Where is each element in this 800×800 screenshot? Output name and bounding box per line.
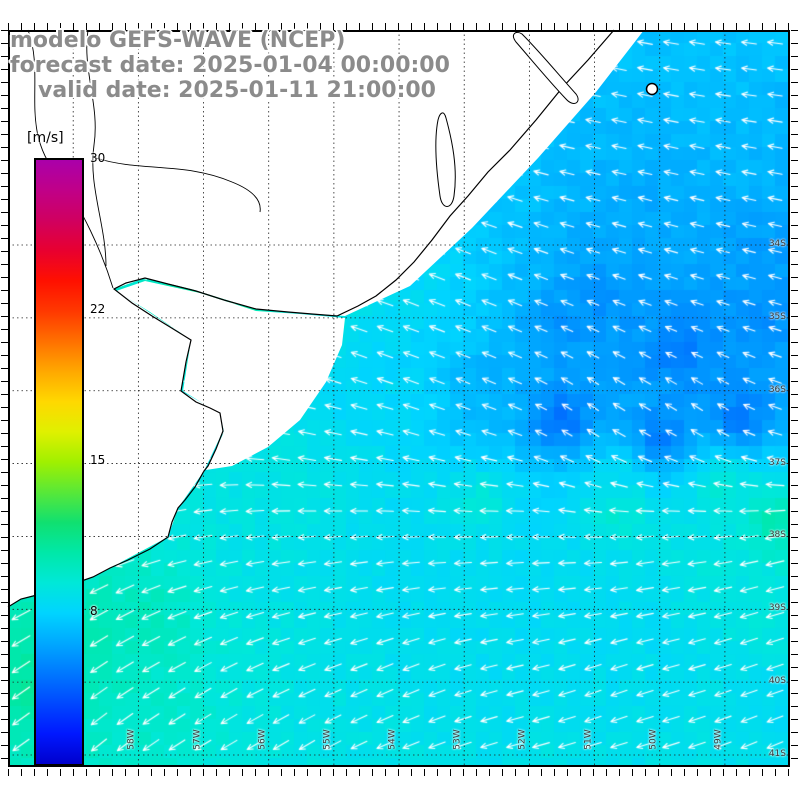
station-marker	[645, 82, 659, 96]
lagoa-dos-patos-outline	[513, 31, 579, 104]
latitude-label: 41S	[768, 749, 786, 760]
longitude-label: 54W	[387, 729, 398, 750]
colorbar-gradient	[34, 158, 84, 766]
latitude-label: 34S	[768, 239, 786, 249]
longitude-label: 57W	[192, 729, 203, 750]
colorbar-unit-label: [m/s]	[27, 130, 64, 146]
colorbar-tick-label: 8	[90, 604, 98, 618]
right-axis-ticks	[791, 30, 798, 767]
valid-date-label: valid date: 2025-01-11 21:00:00	[38, 78, 436, 103]
longitude-label: 50W	[648, 729, 659, 750]
longitude-label: 56W	[257, 729, 268, 750]
lagoa-mirim-outline	[435, 112, 456, 207]
uruguay-river-line	[86, 29, 107, 267]
latitude-label: 38S	[768, 530, 786, 541]
latitude-label: 40S	[768, 676, 786, 687]
latitude-label: 36S	[768, 384, 786, 395]
latitude-label: 35S	[768, 311, 786, 322]
longitude-label: 53W	[452, 729, 463, 750]
longitude-label: 55W	[322, 729, 333, 750]
coastline-path	[7, 29, 615, 608]
longitude-label: 51W	[583, 729, 594, 750]
longitude-label: 49W	[713, 729, 724, 750]
colorbar-tick-label: 30	[90, 151, 106, 165]
latitude-label: 37S	[768, 457, 786, 468]
left-axis-ticks	[1, 30, 8, 767]
colorbar-tick-label: 22	[90, 302, 106, 316]
longitude-label: 52W	[517, 729, 528, 750]
land-mass	[8, 30, 644, 607]
colorbar-tick-label: 15	[90, 453, 106, 467]
longitude-label: 58W	[126, 729, 137, 750]
forecast-date-label: forecast date: 2025-01-04 00:00:00	[10, 53, 450, 78]
estuary-no-data	[116, 281, 345, 470]
latitude-label: 39S	[768, 603, 786, 614]
bottom-axis-ticks	[8, 769, 790, 776]
model-title: modelo GEFS-WAVE (NCEP)	[10, 28, 346, 53]
rio-negro-river-line	[95, 157, 261, 213]
top-axis-ticks	[8, 23, 790, 30]
